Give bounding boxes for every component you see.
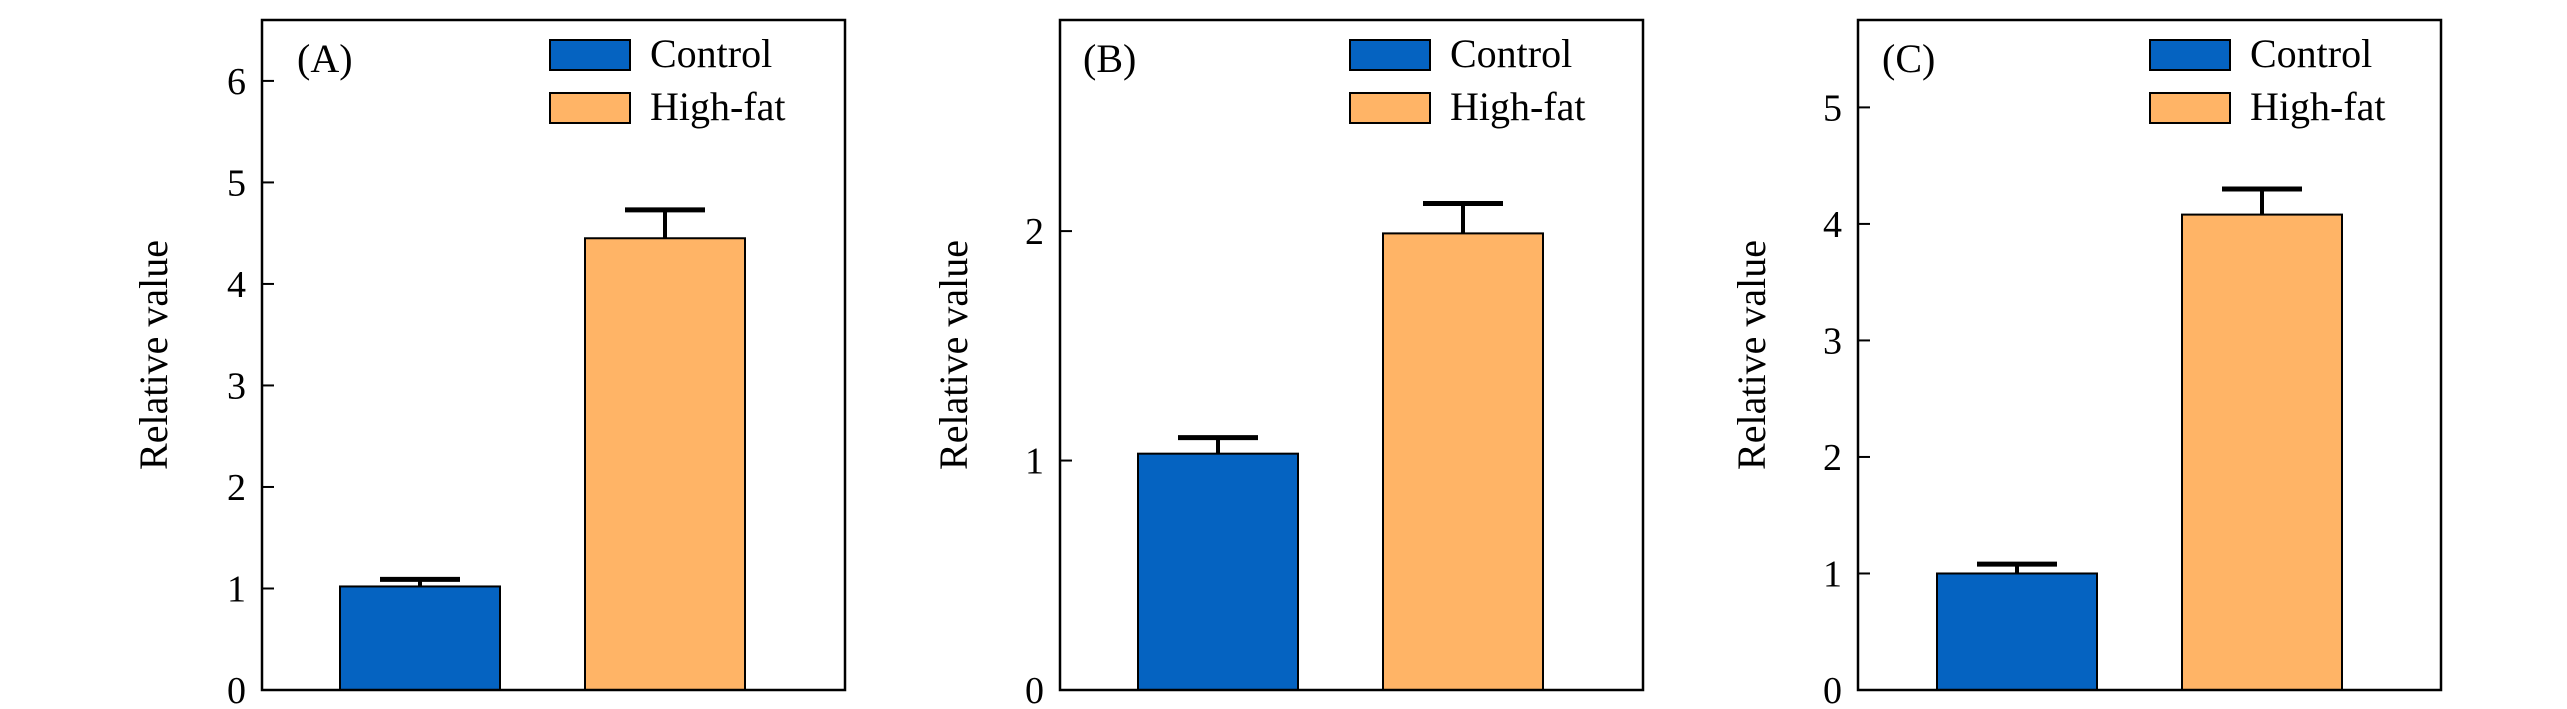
legend-label: High-fat bbox=[650, 84, 786, 129]
chart-panel: 0 1 2 3 4 5 6 Relative value (A) Control High-fat bbox=[131, 18, 847, 709]
bar bbox=[1382, 232, 1544, 691]
y-tick-label: 1 bbox=[1025, 441, 1044, 483]
y-tick-label: 5 bbox=[1823, 87, 1842, 129]
legend-swatch bbox=[549, 39, 631, 71]
legend: Control High-fat bbox=[2149, 31, 2386, 129]
y-tick-label: 3 bbox=[1823, 320, 1842, 362]
chart-panel: 0 1 2 Relative value (B) Control High-fat bbox=[931, 18, 1645, 709]
panel-label: (B) bbox=[1083, 36, 1136, 81]
axes-frame bbox=[1058, 18, 1645, 692]
legend-swatch bbox=[1349, 39, 1431, 71]
y-tick-label: 0 bbox=[1823, 670, 1842, 709]
y-tick-label: 2 bbox=[1025, 211, 1044, 253]
chart-panel: 0 1 2 3 4 5 Relative value (C) Control High-fat bbox=[1729, 18, 2443, 709]
panel-label: (C) bbox=[1882, 36, 1935, 81]
axes-frame bbox=[1856, 18, 2443, 692]
y-tick-label: 1 bbox=[1823, 553, 1842, 595]
y-tick-label: 0 bbox=[1025, 670, 1044, 709]
panel-label: (A) bbox=[297, 36, 353, 81]
legend-label: Control bbox=[650, 31, 772, 76]
bar bbox=[339, 585, 501, 691]
y-tick-label: 3 bbox=[227, 365, 246, 407]
legend: Control High-fat bbox=[1349, 31, 1586, 129]
y-axis-label: Relative value bbox=[1729, 240, 1774, 470]
y-axis-label: Relative value bbox=[131, 240, 176, 470]
legend-swatch bbox=[549, 92, 631, 124]
legend-label: High-fat bbox=[2250, 84, 2386, 129]
legend-label: High-fat bbox=[1450, 84, 1586, 129]
y-tick-label: 0 bbox=[227, 670, 246, 709]
bar bbox=[584, 237, 746, 691]
axes-frame bbox=[260, 18, 847, 692]
bar bbox=[1137, 452, 1299, 692]
bar bbox=[1936, 572, 2098, 692]
legend-swatch bbox=[2149, 39, 2231, 71]
y-tick-label: 2 bbox=[227, 467, 246, 509]
legend-label: Control bbox=[1450, 31, 1572, 76]
legend-label: Control bbox=[2250, 31, 2372, 76]
y-tick-label: 5 bbox=[227, 162, 246, 204]
y-tick-label: 4 bbox=[227, 264, 246, 306]
legend-swatch bbox=[2149, 92, 2231, 124]
y-axis-label: Relative value bbox=[931, 240, 976, 470]
y-tick-label: 2 bbox=[1823, 437, 1842, 479]
bar bbox=[2181, 213, 2343, 691]
legend: Control High-fat bbox=[549, 31, 786, 129]
y-tick-label: 4 bbox=[1823, 204, 1842, 246]
y-tick-label: 1 bbox=[227, 568, 246, 610]
y-tick-label: 6 bbox=[227, 61, 246, 103]
legend-swatch bbox=[1349, 92, 1431, 124]
